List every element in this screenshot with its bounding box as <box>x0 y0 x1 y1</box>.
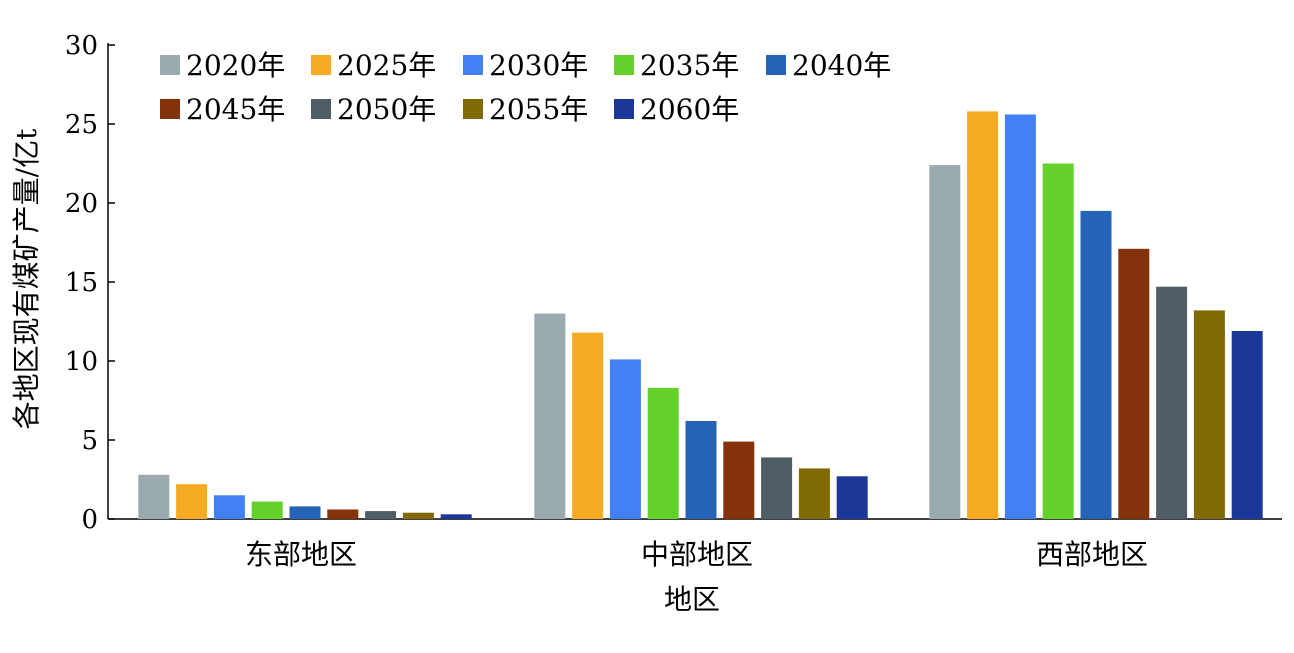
bar <box>1193 310 1225 519</box>
bar <box>836 476 868 519</box>
legend-swatch <box>463 99 483 119</box>
bar <box>1042 163 1074 519</box>
bar <box>1231 331 1263 519</box>
legend-label: 2040年 <box>792 49 891 82</box>
legend-label: 2030年 <box>489 49 588 82</box>
legend-label: 2020年 <box>186 49 285 82</box>
legend-swatch <box>463 55 483 75</box>
x-tick-label: 西部地区 <box>1036 538 1148 571</box>
legend-label: 2035年 <box>640 49 739 82</box>
legend-swatch <box>311 99 331 119</box>
legend-swatch <box>160 99 180 119</box>
legend-swatch <box>614 99 634 119</box>
bar <box>289 506 321 519</box>
bar <box>1080 210 1112 519</box>
bar <box>327 509 359 519</box>
legend-swatch <box>614 55 634 75</box>
legend-label: 2050年 <box>337 93 436 126</box>
bar <box>572 332 604 519</box>
legend-label: 2025年 <box>337 49 436 82</box>
bar <box>967 111 999 520</box>
bar <box>609 359 641 519</box>
legend-swatch <box>311 55 331 75</box>
bar <box>761 457 793 519</box>
legend-swatch <box>160 55 180 75</box>
bar <box>213 495 245 519</box>
bar <box>251 501 283 519</box>
bar <box>798 468 830 519</box>
bar <box>176 484 208 519</box>
bar <box>402 512 434 519</box>
bar <box>685 421 717 519</box>
bar <box>1004 114 1036 519</box>
legend-label: 2055年 <box>489 93 588 126</box>
bar <box>1118 248 1150 520</box>
x-axis-title: 地区 <box>664 583 720 616</box>
y-tick-label: 30 <box>65 31 98 61</box>
legend: 2020年 2025年 2030年 2035年 2040年 2045年 2050年 2055年… <box>160 49 891 126</box>
bar <box>138 474 170 519</box>
y-tick-label: 10 <box>65 347 98 377</box>
legend-label: 2060年 <box>640 93 739 126</box>
y-tick-label: 0 <box>81 505 98 535</box>
bar <box>723 441 755 519</box>
bar <box>929 165 961 519</box>
bar <box>647 387 679 519</box>
y-tick-label: 25 <box>65 110 98 140</box>
y-tick-label: 5 <box>81 426 98 456</box>
legend-label: 2045年 <box>186 93 285 126</box>
bar <box>1156 286 1188 519</box>
bar <box>365 511 397 519</box>
axes: 0 5 10 15 20 25 30 东部地区 中部地区 西部地区 <box>65 31 1282 571</box>
x-tick-label: 东部地区 <box>245 538 357 571</box>
y-tick-label: 20 <box>65 189 98 219</box>
x-tick-label: 中部地区 <box>641 538 753 571</box>
bar <box>440 514 472 519</box>
bar <box>534 313 566 519</box>
y-axis-title: 各地区现有煤矿产量/亿t <box>10 128 43 429</box>
bars <box>138 111 1263 520</box>
legend-swatch <box>766 55 786 75</box>
y-tick-label: 15 <box>65 268 98 298</box>
